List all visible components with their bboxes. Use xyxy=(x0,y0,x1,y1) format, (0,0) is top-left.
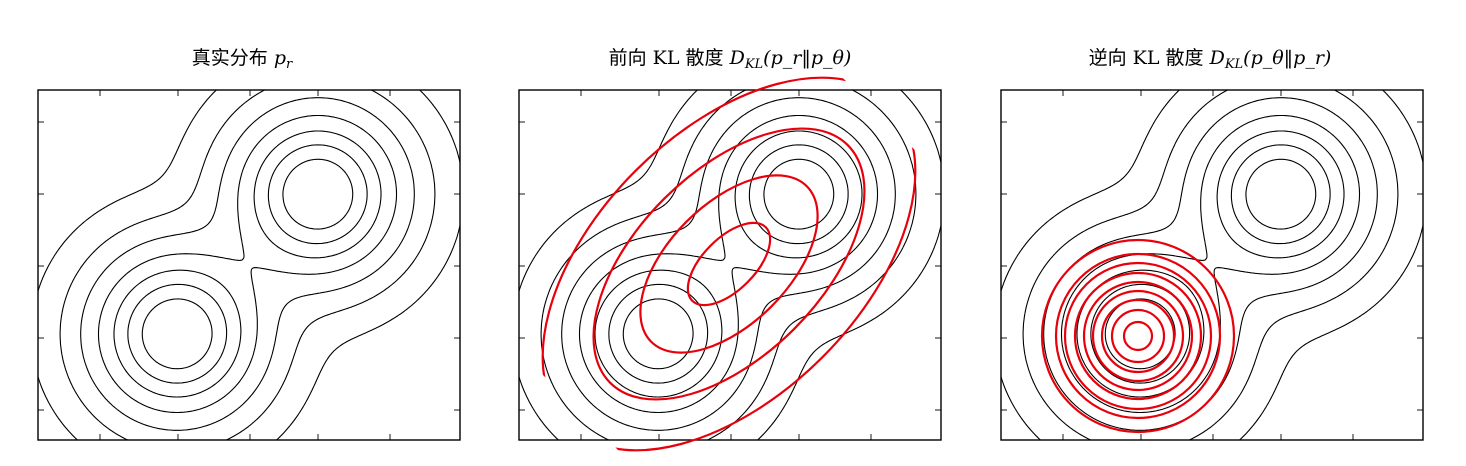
true-distribution-contour xyxy=(37,89,461,441)
panel-title-reverse-kl: 逆向 KL 散度 DKL(p_θ‖p_r) xyxy=(1040,44,1380,72)
fitted-distribution-contour xyxy=(686,221,772,307)
title-text: 真实分布 xyxy=(191,47,274,69)
panel-true-distribution xyxy=(37,89,461,441)
fitted-distribution-contour xyxy=(1040,238,1236,434)
plot-frame xyxy=(37,89,461,441)
fitted-distribution-contour xyxy=(1122,320,1154,352)
fitted-distribution-contour xyxy=(592,127,866,401)
fitted-distribution-contour xyxy=(639,174,819,354)
fitted-distribution-contour xyxy=(1110,308,1166,364)
title-args: (p_θ‖p_r) xyxy=(1243,47,1332,69)
title-text: 逆向 KL 散度 xyxy=(1088,47,1210,69)
title-subscript: KL xyxy=(744,57,764,72)
plot-frame xyxy=(518,89,942,441)
panel-forward-kl xyxy=(518,76,942,452)
plot-frame xyxy=(1000,89,1424,441)
fitted-distribution-contour xyxy=(1082,280,1194,392)
true-distribution-contour xyxy=(1104,158,1317,370)
title-math: D xyxy=(729,47,745,69)
true-distribution-contour xyxy=(1022,89,1399,441)
true-distribution-contour xyxy=(1090,144,1331,384)
true-distribution-contour xyxy=(59,89,436,441)
true-distribution-contour xyxy=(127,144,368,384)
title-math: p xyxy=(273,47,286,69)
title-subscript: KL xyxy=(1224,57,1244,72)
panel-reverse-kl xyxy=(1000,89,1424,441)
true-distribution-contour xyxy=(97,114,398,414)
true-distribution-contour xyxy=(608,144,849,384)
true-distribution-contour xyxy=(1076,130,1345,398)
fitted-distribution-contour xyxy=(1063,261,1213,411)
fitted-distribution-contour xyxy=(1091,289,1185,383)
true-distribution-contour xyxy=(1043,97,1378,431)
true-distribution-contour xyxy=(80,97,415,431)
title-math: D xyxy=(1209,47,1225,69)
title-args: (p_r‖p_θ) xyxy=(763,47,852,69)
true-distribution-contour xyxy=(141,158,354,370)
true-distribution-contour xyxy=(1060,114,1361,414)
panel-title-true-distribution: 真实分布 pr xyxy=(138,44,346,72)
true-distribution-contour xyxy=(594,130,863,398)
true-distribution-contour xyxy=(518,89,942,441)
fitted-distribution-contour xyxy=(1073,271,1203,401)
panel-title-forward-kl: 前向 KL 散度 DKL(p_r‖p_θ) xyxy=(560,44,900,72)
fitted-distribution-contour xyxy=(1054,252,1222,420)
true-distribution-contour xyxy=(113,130,382,398)
true-distribution-contour xyxy=(1000,89,1424,441)
fitted-distribution-contour xyxy=(1100,298,1176,374)
title-subscript: r xyxy=(286,57,293,72)
true-distribution-contour xyxy=(561,97,896,431)
true-distribution-contour xyxy=(578,114,879,414)
title-text: 前向 KL 散度 xyxy=(608,47,730,69)
true-distribution-contour xyxy=(540,89,917,441)
true-distribution-contour xyxy=(622,158,835,370)
